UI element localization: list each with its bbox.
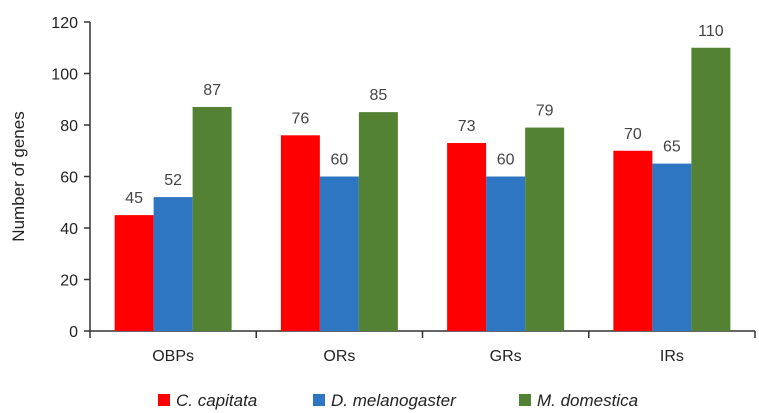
data-label: 110 — [698, 23, 724, 40]
bar — [114, 215, 154, 331]
bars — [114, 47, 731, 331]
y-tick-label: 120 — [51, 15, 78, 32]
data-label: 70 — [624, 126, 642, 143]
data-label: 73 — [458, 118, 476, 135]
data-label: 87 — [203, 82, 221, 99]
data-label: 79 — [536, 103, 554, 120]
data-labels: 45 52 87 76 60 85 73 60 79 70 65 110 — [125, 23, 724, 207]
legend-label: D. melanogaster — [331, 391, 457, 410]
bar — [447, 143, 487, 331]
y-tick-label: 20 — [60, 273, 78, 290]
bar — [691, 47, 731, 331]
y-tick-label: 100 — [51, 67, 78, 84]
data-label: 76 — [291, 110, 309, 127]
bar — [486, 176, 526, 331]
bar — [652, 163, 692, 331]
bar — [319, 176, 359, 331]
y-axis: 0 20 40 60 80 100 120 — [51, 15, 91, 341]
y-tick-label: 80 — [60, 118, 78, 135]
data-label: 52 — [164, 172, 182, 189]
bar — [280, 135, 320, 331]
x-category-label: ORs — [323, 348, 355, 365]
data-label: 60 — [330, 152, 348, 169]
y-tick-label: 40 — [60, 221, 78, 238]
data-label: 45 — [125, 190, 143, 207]
legend: C. capitata D. melanogaster M. domestica — [158, 391, 638, 410]
legend-swatch — [313, 394, 325, 406]
legend-swatch — [519, 394, 531, 406]
x-category-label: GRs — [490, 348, 522, 365]
data-label: 60 — [497, 152, 515, 169]
data-label: 65 — [663, 139, 681, 156]
legend-label: C. capitata — [176, 391, 257, 410]
bar — [525, 127, 565, 331]
x-axis: OBPs ORs GRs IRs — [89, 330, 756, 365]
bar — [192, 106, 232, 331]
legend-label: M. domestica — [537, 391, 638, 410]
x-category-label: IRs — [660, 348, 684, 365]
bar — [153, 197, 193, 331]
bar — [613, 150, 653, 331]
bar — [358, 112, 398, 331]
x-category-label: OBPs — [152, 348, 194, 365]
data-label: 85 — [369, 87, 387, 104]
y-tick-label: 60 — [60, 170, 78, 187]
y-axis-title: Number of genes — [9, 111, 28, 241]
legend-swatch — [158, 394, 170, 406]
y-tick-label: 0 — [69, 324, 78, 341]
